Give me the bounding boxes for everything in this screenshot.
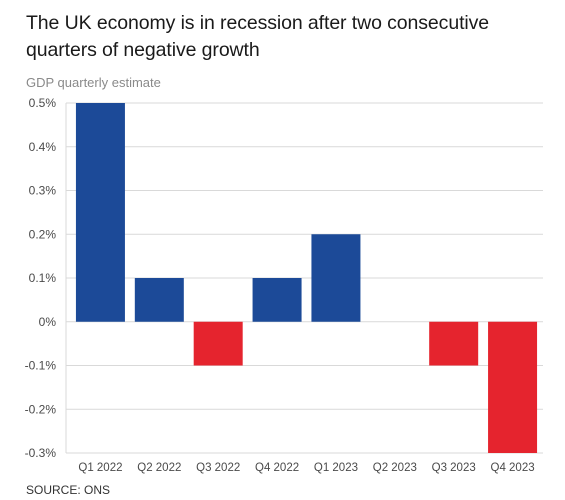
x-tick-label: Q2 2022 (137, 462, 181, 474)
x-tick-label: Q3 2022 (196, 462, 240, 474)
bar-chart: 0.5% 0.4% 0.3% 0.2% 0.1% 0% -0.1% -0.2% -0.3% Q1… (25, 96, 543, 474)
bar-q1-2023 (311, 234, 361, 322)
y-tick-label: 0% (39, 315, 57, 329)
y-tick-label: 0.3% (29, 184, 57, 198)
x-tick-label: Q1 2023 (314, 462, 358, 474)
x-tick-label: Q4 2022 (255, 462, 299, 474)
y-tick-label: 0.5% (29, 96, 57, 110)
source-note: SOURCE: ONS (26, 483, 111, 497)
bar-q3-2022 (193, 321, 243, 366)
y-tick-label: -0.2% (25, 402, 57, 416)
y-tick-labels: 0.5% 0.4% 0.3% 0.2% 0.1% 0% -0.1% -0.2% -0.3% (25, 96, 57, 460)
bar-q4-2023 (488, 321, 538, 453)
y-tick-label: 0.4% (29, 140, 57, 154)
y-tick-label: -0.3% (25, 446, 57, 460)
x-tick-label: Q3 2023 (432, 462, 476, 474)
bar-q4-2022 (252, 278, 302, 322)
chart-subtitle: GDP quarterly estimate (26, 75, 161, 90)
y-tick-label: 0.1% (29, 271, 57, 285)
x-tick-label: Q2 2023 (373, 462, 417, 474)
bar-q3-2023 (429, 321, 479, 366)
x-tick-label: Q1 2022 (78, 462, 122, 474)
y-tick-label: 0.2% (29, 227, 57, 241)
x-tick-labels: Q1 2022 Q2 2022 Q3 2022 Q4 2022 Q1 2023 Q2 20… (78, 462, 534, 474)
bar-q2-2022 (134, 278, 184, 322)
x-tick-label: Q4 2023 (491, 462, 535, 474)
y-tick-label: -0.1% (25, 359, 57, 373)
bars (75, 103, 538, 453)
bar-q1-2022 (75, 103, 125, 322)
chart-title: The UK economy is in recession after two… (26, 12, 490, 61)
